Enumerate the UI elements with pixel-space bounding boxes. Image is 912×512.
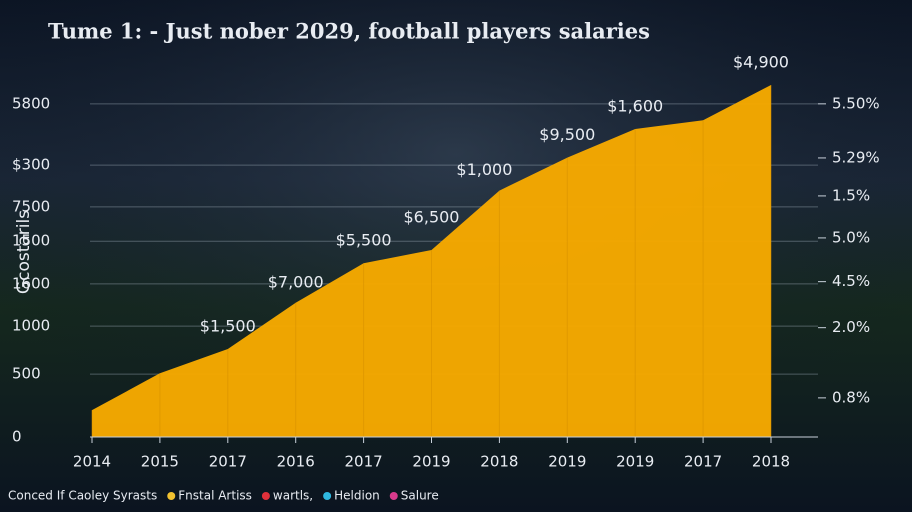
legend-label: Salure <box>401 489 439 503</box>
y-tick-label: 1600 <box>12 274 50 292</box>
y2-tick-label: 5.29% <box>832 148 880 166</box>
y-tick-label: 500 <box>12 365 41 383</box>
chart-title: Tume 1: - Just nober 2029, football play… <box>48 19 650 44</box>
x-tick-label: 2016 <box>277 453 315 471</box>
y2-tick-label: 1.5% <box>832 186 870 204</box>
legend-label: wartls, <box>273 489 313 503</box>
y-tick-label: $300 <box>12 156 50 174</box>
y2-tick-label: 4.5% <box>832 272 870 290</box>
y2-tick-label: 5.50% <box>832 94 880 112</box>
data-annotation: $9,500 <box>539 125 595 144</box>
x-tick-label: 2018 <box>752 453 790 471</box>
data-annotation: $4,900 <box>733 53 789 72</box>
x-tick-label: 2017 <box>345 453 383 471</box>
x-tick-label: 2017 <box>684 453 722 471</box>
data-annotation: $1,000 <box>456 160 512 179</box>
legend-label: Fnstal Artiss <box>178 489 252 503</box>
legend-swatch <box>167 492 176 500</box>
x-tick-label: 2019 <box>412 453 450 471</box>
y2-tick-label: 2.0% <box>832 318 870 336</box>
legend-swatch <box>261 492 270 500</box>
x-tick-label: 2017 <box>209 453 247 471</box>
x-tick-label: 2014 <box>73 453 111 471</box>
x-tick-label: 2019 <box>616 453 654 471</box>
data-annotation: $5,500 <box>336 231 392 250</box>
data-annotation: $1,600 <box>607 97 663 116</box>
y-tick-label: 1500 <box>12 232 50 250</box>
legend: Conced If Caoley Syrasts Fnstal Artiss war… <box>8 489 439 503</box>
plot-area: 5800 $300 7500 1500 1600 1000 500 0 5.50% 5.29% 1.… <box>12 53 880 471</box>
legend-label: Heldion <box>334 489 380 503</box>
y-tick-label: 5800 <box>12 94 50 112</box>
legend-swatch <box>389 492 398 500</box>
y2-tick-label: 5.0% <box>832 228 870 246</box>
x-tick-label: 2018 <box>480 453 518 471</box>
y-tick-label: 7500 <box>12 197 50 215</box>
y-tick-label: 0 <box>12 428 22 446</box>
legend-swatch <box>323 492 332 500</box>
data-annotation: $1,500 <box>200 317 256 336</box>
y-tick-label: 1000 <box>12 317 50 335</box>
legend-title: Conced If Caoley Syrasts <box>8 489 157 503</box>
y-axis-label: Gcostarils <box>14 210 34 294</box>
data-annotation: $7,000 <box>268 272 324 291</box>
x-tick-label: 2015 <box>141 453 179 471</box>
x-tick-label: 2019 <box>548 453 586 471</box>
y2-tick-label: 0.8% <box>832 388 870 406</box>
data-annotation: $6,500 <box>404 208 460 227</box>
